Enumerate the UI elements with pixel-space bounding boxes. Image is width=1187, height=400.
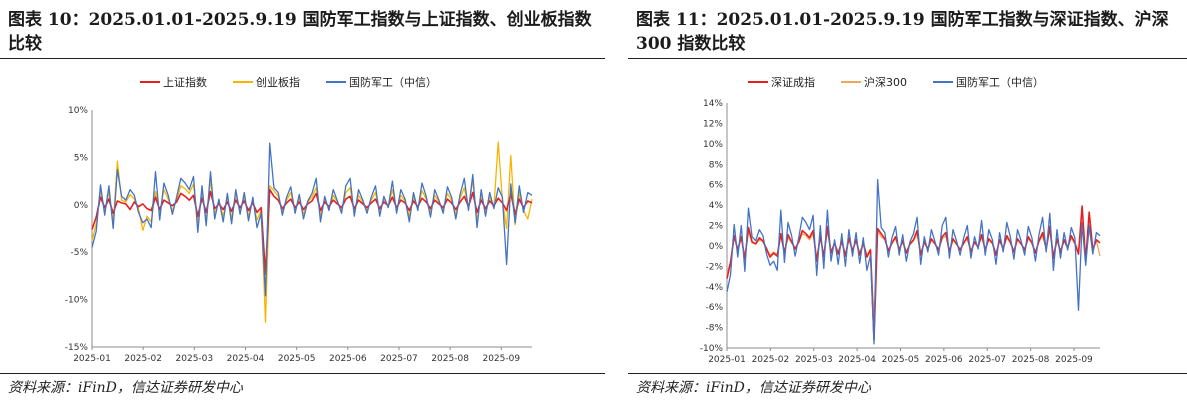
- x-tick-label: 2025-09: [1055, 355, 1093, 365]
- y-tick-label: -10%: [700, 344, 724, 354]
- chart-panel-right: 图表 11：2025.01.01-2025.9.19 国防军工指数与深证指数、沪…: [628, 0, 1187, 400]
- x-tick-label: 2025-04: [227, 354, 265, 364]
- source-note: 资料来源：iFinD，信达证券研发中心: [636, 380, 871, 396]
- legend-label: 创业板指: [256, 75, 300, 89]
- source-divider: [0, 373, 605, 374]
- legend-label: 国防军工（中信）: [956, 75, 1044, 89]
- y-tick-label: 6%: [709, 181, 724, 191]
- y-tick-label: 0%: [709, 242, 724, 252]
- legend-label: 国防军工（中信）: [349, 75, 437, 89]
- x-tick-label: 2025-03: [176, 354, 214, 364]
- source-divider: [628, 373, 1187, 374]
- y-tick-label: 14%: [703, 99, 723, 109]
- y-tick-label: 12%: [703, 119, 723, 129]
- x-tick-label: 2025-09: [482, 354, 520, 364]
- y-tick-label: 0%: [74, 201, 89, 211]
- y-tick-label: 5%: [74, 153, 89, 163]
- x-tick-label: 2025-04: [838, 355, 876, 365]
- x-tick-label: 2025-05: [278, 354, 316, 364]
- x-tick-label: 2025-07: [380, 354, 418, 364]
- title-divider: [628, 58, 1187, 59]
- line-chart: 上证指数 创业板指 国防军工（中信） -15% -10% -5% 0% 5% 10% 2025-0…: [65, 75, 533, 364]
- series-line: [91, 142, 533, 297]
- y-tick-label: 8%: [709, 160, 724, 170]
- y-tick-label: -10%: [65, 296, 89, 306]
- x-tick-label: 2025-08: [1012, 355, 1050, 365]
- y-tick-label: -2%: [705, 262, 723, 272]
- x-tick-label: 2025-05: [882, 355, 920, 365]
- series-line: [726, 178, 1101, 345]
- y-tick-label: 4%: [709, 201, 724, 211]
- figure-title: 图表 11：2025.01.01-2025.9.19 国防军工指数与深证指数、沪…: [636, 10, 1169, 54]
- x-tick-label: 2025-01: [708, 355, 746, 365]
- x-tick-label: 2025-02: [124, 354, 162, 364]
- x-tick-label: 2025-01: [73, 354, 111, 364]
- y-tick-label: -5%: [70, 248, 88, 258]
- series-line: [91, 141, 533, 324]
- x-tick-label: 2025-08: [431, 354, 469, 364]
- legend-label: 上证指数: [163, 75, 207, 89]
- source-note: 资料来源：iFinD，信达证券研发中心: [8, 380, 243, 396]
- line-chart: 深证成指 沪深300 国防军工（中信） -10% -8% -6% -4% -2% 0% 2% 4% 6…: [700, 75, 1101, 365]
- x-tick-label: 2025-06: [925, 355, 963, 365]
- x-tick-label: 2025-02: [752, 355, 790, 365]
- y-tick-label: 2%: [709, 222, 724, 232]
- x-tick-label: 2025-06: [329, 354, 367, 364]
- y-tick-label: 10%: [68, 106, 88, 116]
- chart-panel-left: 图表 10：2025.01.01-2025.9.19 国防军工指数与上证指数、创…: [0, 10, 605, 396]
- title-divider: [0, 58, 605, 59]
- legend: 深证成指 沪深300 国防军工（中信）: [748, 75, 1044, 89]
- legend-label: 沪深300: [864, 75, 907, 89]
- y-tick-label: 10%: [703, 140, 723, 150]
- y-tick-label: -4%: [705, 283, 723, 293]
- x-tick-label: 2025-03: [795, 355, 833, 365]
- legend-label: 深证成指: [771, 75, 815, 89]
- figure-title: 图表 10：2025.01.01-2025.9.19 国防军工指数与上证指数、创…: [8, 10, 592, 54]
- y-tick-label: -15%: [65, 343, 89, 353]
- y-tick-label: -8%: [705, 324, 723, 334]
- y-tick-label: -6%: [705, 303, 723, 313]
- x-tick-label: 2025-07: [968, 355, 1006, 365]
- legend: 上证指数 创业板指 国防军工（中信）: [140, 75, 437, 89]
